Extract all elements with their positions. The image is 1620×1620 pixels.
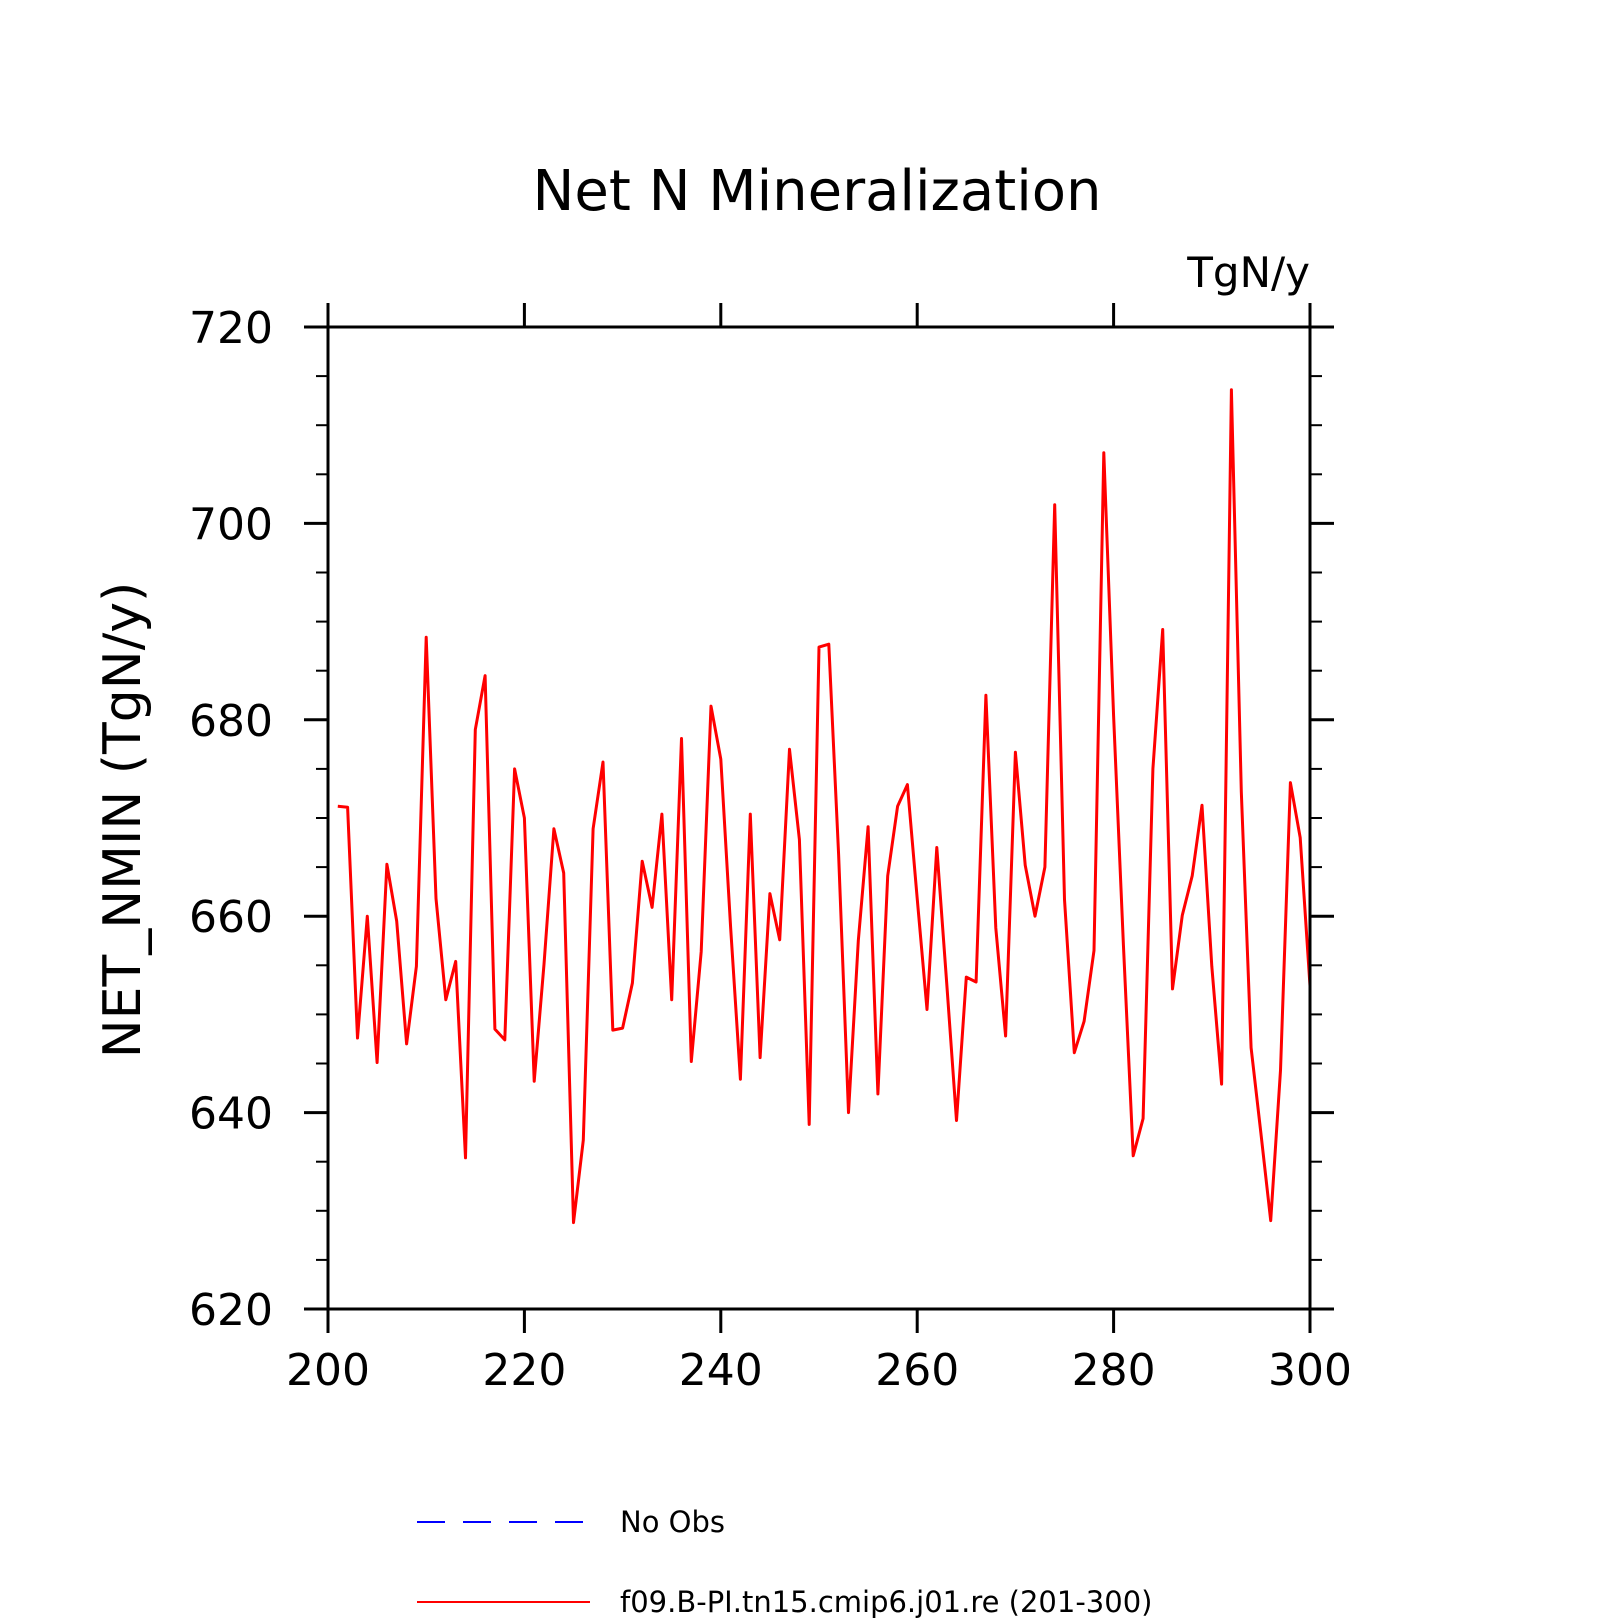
plot-area [337,388,1312,1225]
axis-ticks: 200 220 240 260 280 300 620 640 660 680 700 720 [189,303,1352,1396]
x-tick-label: 200 [286,1345,370,1396]
x-tick-label: 300 [1268,1345,1352,1396]
series-line-1 [337,388,1312,1225]
legend-label-model: f09.B-PI.tn15.cmip6.j01.re (201-300) [620,1585,1152,1619]
y-tick-label: 640 [189,1089,273,1140]
x-tick-label: 280 [1072,1345,1156,1396]
chart-title: Net N Mineralization [532,159,1101,224]
y-tick-label: 620 [189,1285,273,1336]
y-axis-label: NET_NMIN (TgN/y) [93,582,153,1059]
y-tick-label: 680 [189,696,273,747]
units-label: TgN/y [1186,248,1310,297]
y-tick-label: 660 [189,892,273,943]
x-tick-label: 220 [482,1345,566,1396]
legend-label-no-obs: No Obs [620,1505,725,1539]
y-tick-label: 720 [189,303,273,354]
x-tick-label: 260 [875,1345,959,1396]
plot-frame [326,325,1312,1311]
x-tick-label: 240 [679,1345,763,1396]
legend: No Obs f09.B-PI.tn15.cmip6.j01.re (201-3… [417,1505,1152,1619]
y-tick-label: 700 [189,499,273,550]
